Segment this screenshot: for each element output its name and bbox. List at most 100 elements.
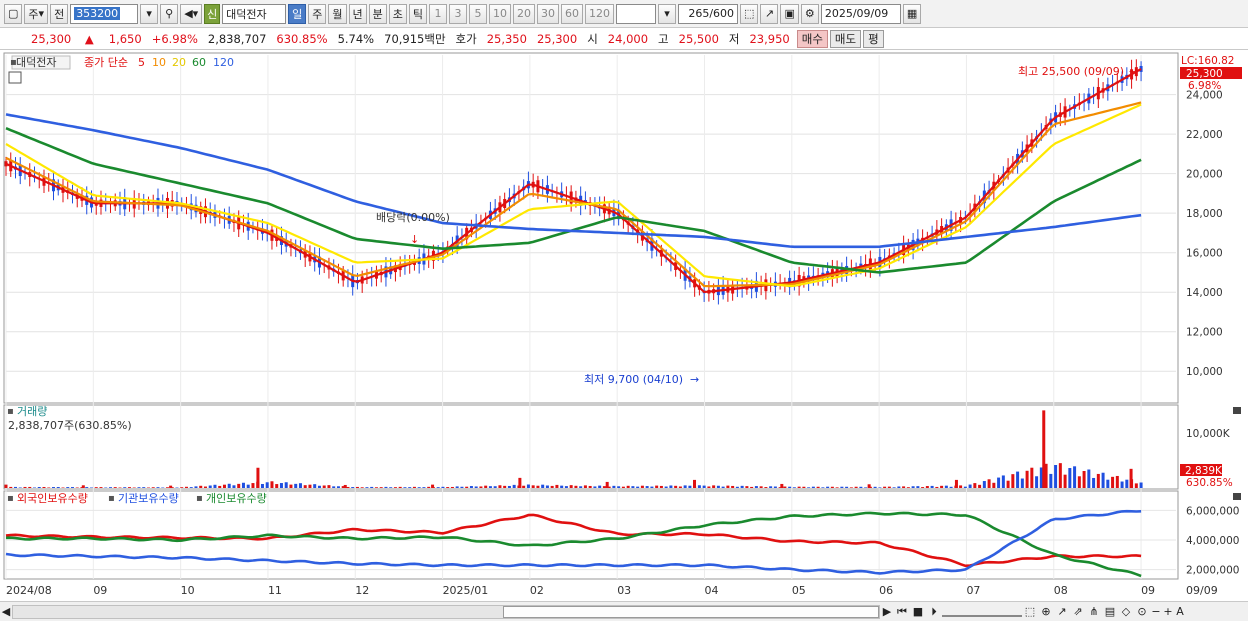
- volume-bar: [365, 487, 369, 488]
- zoom-in-icon[interactable]: ⊙: [1137, 605, 1147, 618]
- channel-tool-icon[interactable]: ⇗: [1073, 605, 1083, 618]
- buy-button[interactable]: 매수: [796, 29, 828, 48]
- stock-code-input[interactable]: 353200: [70, 3, 139, 24]
- x-axis-right-label: 09/09: [1186, 584, 1218, 597]
- period-year[interactable]: 년: [348, 3, 367, 24]
- ma-title: 종가 단순: [84, 56, 128, 69]
- volume-bar: [1087, 469, 1091, 488]
- text-tool-icon[interactable]: ▤: [1104, 605, 1116, 618]
- volume-bar: [674, 485, 678, 488]
- interval-5[interactable]: 5: [469, 3, 488, 24]
- volume-bar: [460, 486, 464, 488]
- interval-30[interactable]: 30: [537, 3, 560, 24]
- volume-bar: [873, 486, 877, 488]
- fib-tool-icon[interactable]: ⋔: [1089, 605, 1099, 618]
- draw-tool-icon[interactable]: ↗: [760, 3, 779, 24]
- volume-bar: [9, 486, 13, 488]
- eval-button[interactable]: 평: [863, 29, 884, 48]
- save-icon[interactable]: ▣: [780, 3, 799, 24]
- interval-1[interactable]: 1: [429, 3, 448, 24]
- volume-bar: [512, 484, 516, 488]
- volume-bar: [802, 486, 806, 488]
- scroll-track[interactable]: [12, 604, 880, 619]
- volume-title: 거래량: [17, 405, 47, 418]
- volume-bar: [778, 487, 782, 488]
- auto-scale-button[interactable]: A: [1176, 605, 1184, 618]
- holdings-panel-close-icon[interactable]: [1233, 493, 1241, 500]
- volume-bar-peak: [4, 484, 8, 488]
- volume-bar: [636, 486, 640, 488]
- ma20-line: [5, 103, 1142, 288]
- period-tick[interactable]: 틱: [408, 3, 428, 24]
- volume-bar: [294, 483, 298, 488]
- volume-bar: [650, 486, 654, 488]
- holdings-axis: 6,000,000 4,000,000 2,000,000: [1186, 505, 1239, 576]
- stop-icon[interactable]: ■: [912, 605, 924, 618]
- first-page-icon[interactable]: ⏮: [897, 604, 907, 618]
- count-field[interactable]: 265/600: [678, 3, 739, 24]
- sell-button[interactable]: 매도: [829, 29, 862, 48]
- eraser-icon[interactable]: ◇: [1121, 605, 1131, 618]
- volume-bar: [1096, 473, 1100, 488]
- line-tool-icon[interactable]: ↗: [1057, 605, 1067, 618]
- interval-20[interactable]: 20: [513, 3, 536, 24]
- stock-name-field[interactable]: 대덕전자: [222, 3, 287, 24]
- volume-bar: [1101, 472, 1105, 488]
- volume-bar: [28, 486, 32, 488]
- prev-button[interactable]: 전: [50, 3, 69, 24]
- volume-bar: [1025, 470, 1029, 488]
- period-month[interactable]: 월: [328, 3, 347, 24]
- window-icon[interactable]: ▢: [4, 3, 23, 24]
- volume-bar: [849, 487, 853, 488]
- x-tick-label: 11: [268, 584, 282, 597]
- volume-bar: [1077, 476, 1081, 488]
- table-toggle-icon[interactable]: [8, 71, 22, 84]
- volume-bar: [788, 486, 792, 488]
- interval-120[interactable]: 120: [585, 3, 615, 24]
- interval-3[interactable]: 3: [449, 3, 468, 24]
- volume-bullet-icon: ▪: [7, 406, 14, 417]
- code-dropdown-icon[interactable]: ▾: [140, 3, 159, 24]
- chart-settings-icon[interactable]: ⬚: [740, 3, 759, 24]
- bottom-scrollbar[interactable]: ◀ ▶ ⏮ ■ ⏵ ⬚ ⊕ ↗ ⇗ ⋔ ▤ ◇ ⊙ − + A: [0, 601, 1248, 621]
- volume-panel-close-icon[interactable]: [1233, 407, 1241, 414]
- zoom-out-button[interactable]: −: [1151, 605, 1161, 618]
- speaker-icon[interactable]: ◀▾: [180, 3, 203, 24]
- period-second[interactable]: 초: [388, 3, 407, 24]
- open-label: 시: [587, 31, 598, 46]
- foreign-holdings-label: 외국인보유수량: [17, 492, 88, 505]
- dividend-annotation: 배당락(0.00%): [376, 211, 450, 224]
- interval-10[interactable]: 10: [489, 3, 512, 24]
- interval-dropdown-icon[interactable]: ▾: [658, 3, 677, 24]
- scroll-right-icon[interactable]: ▶: [882, 605, 892, 618]
- interval-60[interactable]: 60: [561, 3, 584, 24]
- market-select[interactable]: 주 ▾: [24, 3, 49, 24]
- crosshair-icon[interactable]: ⊕: [1041, 605, 1051, 618]
- volume-bar: [1120, 481, 1124, 488]
- scroll-left-icon[interactable]: ◀: [1, 605, 11, 618]
- hoga-label: 호가: [455, 31, 477, 46]
- gear-icon[interactable]: ⚙: [800, 3, 819, 24]
- search-icon[interactable]: ⚲: [160, 3, 179, 24]
- speed-slider[interactable]: [942, 607, 1022, 617]
- volume-bar: [99, 487, 103, 488]
- period-week[interactable]: 주: [308, 3, 327, 24]
- volume-bar: [1068, 468, 1072, 488]
- volume-bar: [298, 483, 302, 488]
- volume-bar: [370, 486, 374, 488]
- volume-bar: [735, 486, 739, 488]
- volume-bar: [170, 487, 174, 488]
- current-price-tag: 25,300: [1186, 68, 1223, 80]
- volume-bar: [1011, 474, 1015, 488]
- zoom-select-icon[interactable]: ⬚: [1024, 605, 1036, 618]
- zoom-plus-button[interactable]: +: [1163, 605, 1173, 618]
- volume-bar: [978, 484, 982, 488]
- scroll-thumb[interactable]: [503, 605, 879, 618]
- calendar-icon[interactable]: ▦: [902, 3, 922, 24]
- volume-bar: [56, 487, 60, 488]
- period-minute[interactable]: 분: [368, 3, 387, 24]
- interval-custom-input[interactable]: [616, 3, 657, 24]
- play-icon[interactable]: ⏵: [931, 604, 937, 618]
- period-day[interactable]: 일: [288, 3, 307, 24]
- date-field[interactable]: 2025/09/09: [820, 3, 901, 24]
